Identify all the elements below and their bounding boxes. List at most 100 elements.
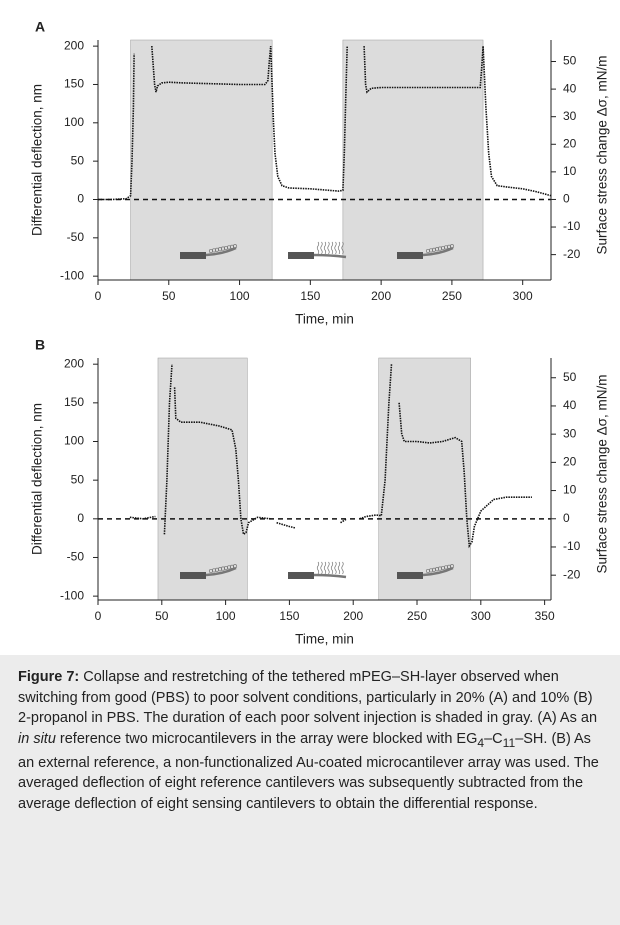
polymer-chain [341,561,344,575]
polymer-chain [327,241,330,255]
polymer-chain [327,561,330,575]
polymer-chain [320,241,323,255]
cantilever [313,253,347,259]
polymer-chain [341,241,344,255]
x-tick-label: 350 [535,609,555,623]
x-tick-label: 50 [155,609,169,623]
polymer-chain [323,241,327,255]
cantilever [422,246,454,257]
y2-tick-label: 30 [563,426,577,440]
y2-tick-label: 20 [563,136,577,150]
cantilever-base [180,252,206,259]
y2-tick-label: 50 [563,54,577,68]
y2-tick-label: 10 [563,483,577,497]
y2-tick-label: 0 [563,511,570,525]
x-tick-label: 100 [216,609,236,623]
caption: Figure 7: Collapse and restretching of t… [0,655,620,925]
polymer-chain [334,561,337,575]
x-tick-label: 0 [95,289,102,303]
shaded-interval [157,357,248,601]
x-tick-label: 300 [471,609,491,623]
y2-axis-title: Surface stress change Δσ, mN/m [595,56,610,255]
y2-tick-label: 0 [563,192,570,206]
caption-text: reference two microcantilevers in the ar… [55,730,478,747]
caption-text: –C [484,730,503,747]
x-axis-title: Time, min [295,312,354,327]
cantilever [422,566,454,577]
y-tick-label: 200 [64,356,84,370]
y-tick-label: -100 [60,268,84,282]
y2-axis-title: Surface stress change Δσ, mN/m [595,375,610,574]
cantilever [313,573,347,579]
shaded-interval [378,357,471,601]
y2-tick-label: 50 [563,370,577,384]
polymer-chain [316,241,320,255]
cantilever-base [397,252,423,259]
cantilever-base [288,572,314,579]
data-line [129,364,532,549]
polymer-chain [337,241,341,255]
polymer-chain [323,561,327,575]
x-tick-label: 150 [300,289,320,303]
polymer-chain [334,241,337,255]
polymer-chain [330,241,334,255]
y-tick-label: 100 [64,115,84,129]
x-tick-label: 150 [279,609,299,623]
polymer-coil [232,244,238,249]
polymer-coil [449,244,455,249]
y-tick-label: -50 [67,550,85,564]
caption-text: in situ [18,730,56,747]
cantilever-base [180,572,206,579]
y2-tick-label: -10 [563,539,581,553]
y-axis-title: Differential deflection, nm [30,84,45,236]
y-tick-label: 0 [77,192,84,206]
polymer-chain [337,561,341,575]
polymer-chain [316,561,320,575]
y-tick-label: 100 [64,434,84,448]
y2-tick-label: -20 [563,247,581,261]
panel-label: B [35,337,45,353]
x-tick-label: 300 [513,289,533,303]
y-tick-label: 200 [64,38,84,52]
cantilever-base [397,572,423,579]
cantilever [205,566,237,577]
y2-tick-label: 20 [563,455,577,469]
polymer-chain [330,561,334,575]
polymer-coil [232,564,238,569]
panel-label: A [35,19,45,35]
x-tick-label: 200 [343,609,363,623]
caption-subscript: 11 [502,735,516,750]
y-tick-label: 50 [71,153,85,167]
x-tick-label: 200 [371,289,391,303]
shaded-interval [342,39,484,281]
y-tick-label: -100 [60,588,84,602]
y2-tick-label: 40 [563,81,577,95]
y-tick-label: 50 [71,472,85,486]
y2-tick-label: 10 [563,164,577,178]
caption-label: Figure 7: [18,669,80,685]
cantilever-base [288,252,314,259]
x-tick-label: 250 [442,289,462,303]
y2-tick-label: -20 [563,567,581,581]
y2-tick-label: 40 [563,398,577,412]
x-tick-label: 100 [230,289,250,303]
caption-text: Collapse and restretching of the tethere… [18,669,598,726]
data-line [98,46,552,201]
x-tick-label: 250 [407,609,427,623]
cantilever [205,246,237,257]
y-tick-label: 150 [64,77,84,91]
x-tick-label: 0 [95,609,102,623]
polymer-coil [449,564,455,569]
x-tick-label: 50 [162,289,176,303]
y-tick-label: 0 [77,511,84,525]
y-tick-label: 150 [64,395,84,409]
caption-text: –SH. (B) As an external reference, a non… [18,730,599,812]
y2-tick-label: 30 [563,109,577,123]
y-axis-title: Differential deflection, nm [30,403,45,555]
y2-tick-label: -10 [563,219,581,233]
caption-subscript: 4 [477,735,485,750]
x-axis-title: Time, min [295,632,354,647]
polymer-chain [320,561,323,575]
